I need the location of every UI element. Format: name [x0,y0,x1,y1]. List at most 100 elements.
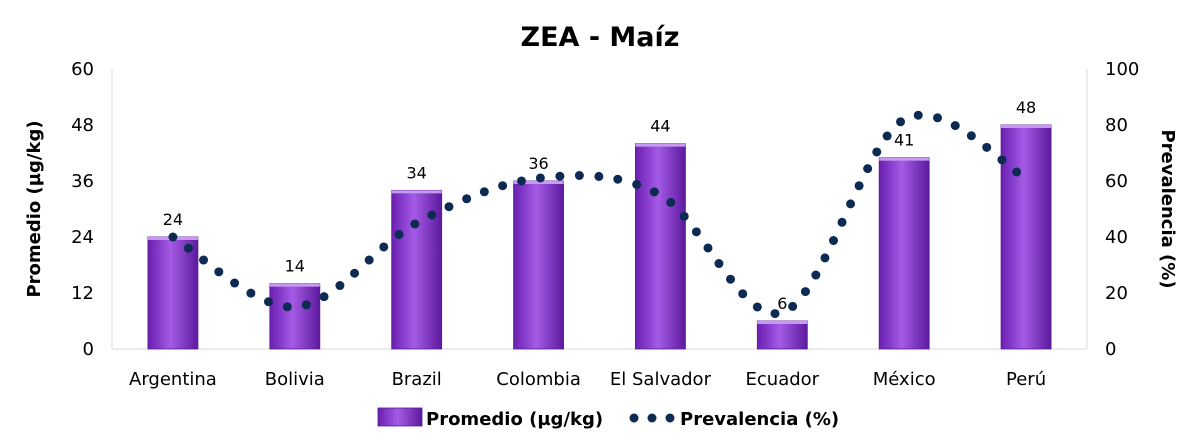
bar [878,157,930,350]
y-tick-label: 60 [71,59,94,80]
legend-label-promedio: Promedio (µg/kg) [426,409,603,430]
prevalence-dot [854,181,864,191]
prevalence-dot [863,164,873,174]
prevalence-dot [199,255,209,265]
legend-label-prevalencia: Prevalencia (%) [680,409,839,430]
bar-series [147,124,1052,350]
prevalence-dot [613,174,623,184]
prevalence-dot [896,117,906,127]
prevalence-dot [982,142,992,152]
y-axis-title: Promedio (µg/kg) [24,120,45,297]
prevalence-dot [350,268,360,278]
bar-highlight [391,190,442,194]
prevalence-dot [462,194,472,204]
bar-data-label: 44 [650,117,670,136]
prevalence-dot [444,202,454,212]
y-tick-label: 12 [71,283,94,304]
bar-data-label: 24 [163,210,183,229]
prevalence-dot [632,179,642,189]
prevalence-dot [738,289,748,299]
bar [635,143,686,350]
bar-data-label: 34 [407,163,427,182]
x-tick-label: Argentina [129,369,217,390]
prevalence-series [168,110,1022,319]
prevalence-dot [379,242,389,252]
prevalence-dot [555,171,565,181]
y2-tick-label: 60 [1105,171,1128,192]
prevalence-dot [679,211,689,221]
prevalence-dot [882,131,892,141]
prevalence-dot [535,173,545,183]
x-tick-label: Ecuador [746,369,820,390]
prevalence-dot [846,199,856,209]
prevalence-dot [997,155,1007,165]
prevalence-dot [394,229,404,239]
prevalence-dot [301,300,311,310]
prevalence-dot [427,210,437,220]
prevalence-dot [752,302,762,312]
prevalence-dot [282,302,292,312]
prevalence-dot [811,270,821,280]
y2-tick-label: 40 [1105,227,1128,248]
prevalence-dot [691,227,701,237]
bar-highlight [635,143,686,147]
bar-data-label: 36 [528,154,548,173]
prevalence-dot [800,287,810,297]
y2-tick-label: 0 [1105,339,1116,360]
y2-axis-title: Prevalencia (%) [1157,129,1178,288]
x-tick-label: El Salvador [610,369,712,390]
legend-dot [647,413,657,423]
y-tick-label: 36 [71,171,94,192]
bar [513,180,564,350]
prevalence-dot [649,187,659,197]
prevalence-dot [498,181,508,191]
x-tick-label: Bolivia [265,369,325,390]
prevalence-dot [666,197,676,207]
y2-tick-label: 20 [1105,283,1128,304]
prevalence-dot [714,259,724,269]
prevalence-dot [829,236,838,246]
y2-tick-label: 80 [1105,115,1128,136]
bar-data-label: 14 [285,257,305,276]
prevalence-dot [214,267,224,277]
legend-dot [629,413,639,423]
legend-swatch-promedio [377,407,423,427]
bar-data-label: 41 [894,131,914,150]
prevalence-dot [479,187,489,197]
prevalence-dot [364,255,374,265]
y-tick-label: 0 [83,339,94,360]
bar-highlight [757,321,808,324]
bar-highlight [513,181,564,184]
bar-highlight [1001,125,1052,128]
y-axis-ticks: 0 12 24 36 48 60 [71,59,94,360]
bar [147,236,199,350]
y2-axis-ticks: 0 20 40 60 80 100 [1105,59,1139,360]
prevalence-dot [517,176,526,186]
prevalence-dot [933,113,943,123]
legend-dot [665,413,675,423]
bar-data-labels: 24 14 34 36 44 6 41 48 [163,98,1036,313]
x-tick-label: México [873,369,936,390]
prevalence-dot [966,131,976,141]
legend: Promedio (µg/kg) Prevalencia (%) [377,407,839,430]
prevalence-dot [246,288,256,298]
bar [1000,124,1052,350]
prevalence-dot [183,243,193,253]
prevalence-dot [168,232,178,242]
x-tick-label: Perú [1006,369,1046,390]
legend-swatch-prevalencia [629,413,675,423]
prevalence-dot [820,253,830,263]
prevalence-dot [770,309,780,319]
prevalence-dot [703,243,713,253]
y-tick-label: 24 [71,227,94,248]
chart-title: ZEA - Maíz [521,22,680,53]
prevalence-dot [872,147,882,157]
x-tick-label: Colombia [496,369,581,390]
prevalence-dot [913,110,923,120]
prevalence-dot [263,297,273,307]
prevalence-dot [1012,167,1022,177]
y2-tick-label: 100 [1105,59,1139,80]
bar-data-label: 48 [1016,98,1036,117]
prevalence-dot [335,281,345,291]
